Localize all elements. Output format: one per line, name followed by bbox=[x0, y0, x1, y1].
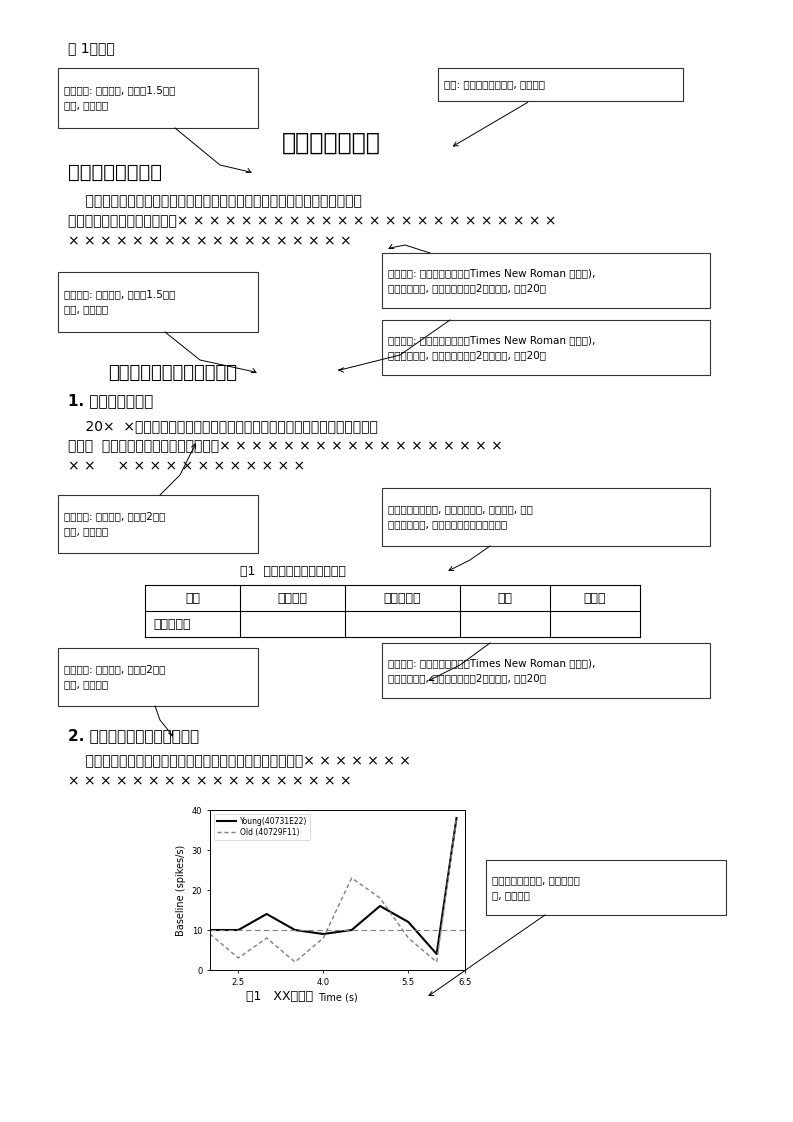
Young(40731E22) bbox=[234, 923, 243, 937]
Text: 标题: 黑体小二加粗居中, 单倍行距: 标题: 黑体小二加粗居中, 单倍行距 bbox=[444, 80, 545, 90]
FancyBboxPatch shape bbox=[382, 252, 710, 309]
Text: 1. 教室统筹与分配: 1. 教室统筹与分配 bbox=[68, 393, 153, 408]
Text: × ×     × × × × × × × × × × × ×: × × × × × × × × × × × × × × bbox=[68, 459, 305, 473]
Line: Old (40729F11): Old (40729F11) bbox=[210, 818, 457, 962]
Text: 领导沟  商的基础上对教室进行了分配，× × × × × × × × × × × × × × × × × ×: 领导沟 商的基础上对教室进行了分配，× × × × × × × × × × × … bbox=[68, 439, 503, 453]
Young(40731E22) bbox=[404, 916, 413, 929]
Old (40729F11) bbox=[262, 931, 271, 945]
Text: 常规教学管理工作是学院教学体系的重要组成部分，是提高教学质量和搞好: 常规教学管理工作是学院教学体系的重要组成部分，是提高教学质量和搞好 bbox=[68, 194, 362, 208]
Young(40731E22) bbox=[432, 947, 442, 960]
Young(40731E22) bbox=[375, 899, 385, 912]
Text: 本学期对全院教室的门窗、课桌椅进行了盘点、清查工作，× × × × × × ×: 本学期对全院教室的门窗、课桌椅进行了盘点、清查工作，× × × × × × × bbox=[68, 754, 411, 767]
Text: 段落文字: 宋体小四（英文用Times New Roman 体小四),
两端对齐书写, 段落首行左缩进2个汉字符, 行距20磅: 段落文字: 宋体小四（英文用Times New Roman 体小四), 两端对齐… bbox=[388, 268, 596, 293]
Text: （一）教学资源统筹与管理: （一）教学资源统筹与管理 bbox=[108, 364, 237, 381]
Old (40729F11) bbox=[404, 931, 413, 945]
Text: 数量（间）: 数量（间） bbox=[153, 617, 190, 631]
Text: 20×  ×新生入学后，教学资源有限，尤其是教室问题较为突出，在与各系: 20× ×新生入学后，教学资源有限，尤其是教室问题较为突出，在与各系 bbox=[68, 419, 378, 433]
Young(40731E22) bbox=[347, 923, 356, 937]
Y-axis label: Baseline (spikes/s): Baseline (spikes/s) bbox=[176, 845, 186, 936]
Text: 多媒体教室: 多媒体教室 bbox=[384, 591, 421, 605]
Text: 段落文字: 宋体小四（英文用Times New Roman 体小四),
两端对齐书写, 段落首行左缩进2个汉字符, 行距20磅: 段落文字: 宋体小四（英文用Times New Roman 体小四), 两端对齐… bbox=[388, 657, 596, 683]
Old (40729F11) bbox=[319, 931, 328, 945]
Old (40729F11) bbox=[290, 955, 300, 968]
Old (40729F11) bbox=[347, 872, 356, 885]
FancyBboxPatch shape bbox=[58, 68, 258, 128]
Text: 三级标题: 黑体小四, 左缩进2个汉
字符, 单倍行距: 三级标题: 黑体小四, 左缩进2个汉 字符, 单倍行距 bbox=[64, 512, 166, 536]
Text: 段落文字: 宋体小四（英文用Times New Roman 体小四),
两端对齐书写, 段落首行左缩进2个汉字符, 行距20磅: 段落文字: 宋体小四（英文用Times New Roman 体小四), 两端对齐… bbox=[388, 334, 596, 360]
Young(40731E22) bbox=[452, 811, 462, 825]
FancyBboxPatch shape bbox=[486, 859, 726, 916]
Text: 图名置于图的下方, 宋体五号居
中, 单倍行距: 图名置于图的下方, 宋体五号居 中, 单倍行距 bbox=[492, 875, 580, 900]
Young(40731E22) bbox=[205, 923, 215, 937]
X-axis label: Time (s): Time (s) bbox=[318, 992, 358, 1002]
FancyBboxPatch shape bbox=[382, 643, 710, 698]
Old (40729F11) bbox=[205, 927, 215, 940]
Text: 教务处工作总结: 教务处工作总结 bbox=[282, 131, 381, 155]
Text: 三级标题: 黑体小四, 左缩进2个汉
字符, 单倍行距: 三级标题: 黑体小四, 左缩进2个汉 字符, 单倍行距 bbox=[64, 664, 166, 690]
Line: Young(40731E22): Young(40731E22) bbox=[210, 818, 457, 954]
FancyBboxPatch shape bbox=[382, 488, 710, 546]
FancyBboxPatch shape bbox=[58, 649, 258, 706]
Text: 表名置于表的上方, 宋体五号居中, 单倍行距, 表格
内文字为宋体, 大小根据表的内容自行调整: 表名置于表的上方, 宋体五号居中, 单倍行距, 表格 内文字为宋体, 大小根据表… bbox=[388, 505, 533, 530]
Text: × × × × × × × × × × × × × × × × × ×: × × × × × × × × × × × × × × × × × × bbox=[68, 774, 351, 788]
Legend: Young(40731E22), Old (40729F11): Young(40731E22), Old (40729F11) bbox=[214, 813, 310, 840]
Text: 表1  学院各类教室数量统计表: 表1 学院各类教室数量统计表 bbox=[240, 565, 346, 578]
Old (40729F11) bbox=[375, 891, 385, 904]
FancyBboxPatch shape bbox=[58, 495, 258, 553]
FancyBboxPatch shape bbox=[58, 272, 258, 332]
FancyBboxPatch shape bbox=[382, 320, 710, 375]
Text: 二级标题: 黑体四号, 左缩进1.5个汉
字符, 单倍行距: 二级标题: 黑体四号, 左缩进1.5个汉 字符, 单倍行距 bbox=[64, 289, 175, 314]
Text: 一、常规教学运行: 一、常规教学运行 bbox=[68, 163, 162, 182]
Old (40729F11) bbox=[452, 811, 462, 825]
Young(40731E22) bbox=[290, 923, 300, 937]
Text: 语音室: 语音室 bbox=[584, 591, 607, 605]
Text: 一级标题: 黑体小三, 左缩进1.5个汉
字符, 单倍行距: 一级标题: 黑体小三, 左缩进1.5个汉 字符, 单倍行距 bbox=[64, 85, 175, 111]
Text: 2. 教室教学资源的维护与清查: 2. 教室教学资源的维护与清查 bbox=[68, 728, 199, 743]
Text: 类型: 类型 bbox=[185, 591, 200, 605]
FancyBboxPatch shape bbox=[438, 68, 683, 101]
Text: 普通教室: 普通教室 bbox=[278, 591, 308, 605]
Young(40731E22) bbox=[262, 908, 271, 921]
Old (40729F11) bbox=[432, 955, 442, 968]
Text: × × × × × × × × × × × × × × × × × ×: × × × × × × × × × × × × × × × × × × bbox=[68, 234, 351, 248]
Text: 图1   XX曲线图: 图1 XX曲线图 bbox=[247, 990, 313, 1003]
Text: 附 1：示例: 附 1：示例 bbox=[68, 42, 115, 55]
Old (40729F11) bbox=[234, 951, 243, 965]
Young(40731E22) bbox=[319, 927, 328, 940]
Text: 教学建设的重要环节和保证。× × × × × × × × × × × × × × × × × × × × × × × ×: 教学建设的重要环节和保证。× × × × × × × × × × × × × ×… bbox=[68, 214, 557, 228]
Text: 机房: 机房 bbox=[497, 591, 512, 605]
